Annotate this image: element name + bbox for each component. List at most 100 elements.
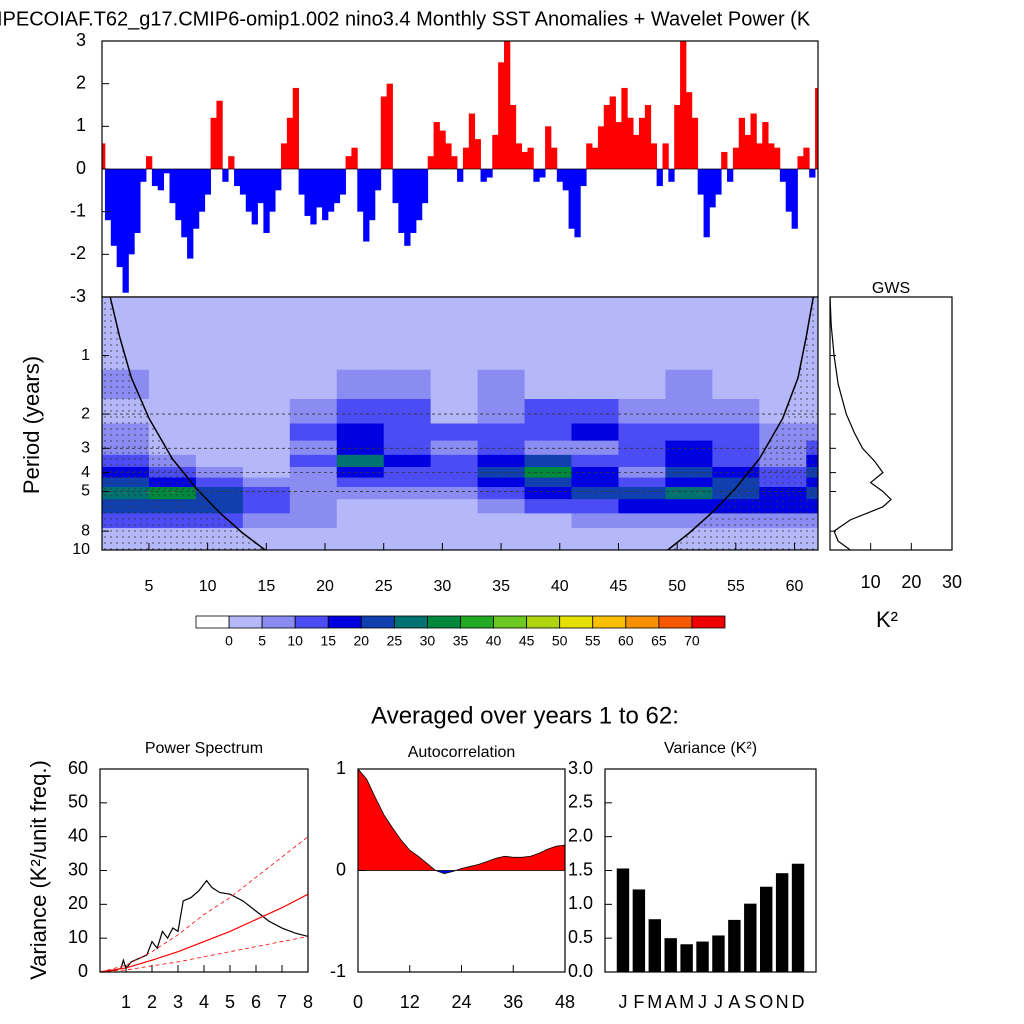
power-cell <box>195 369 244 400</box>
anomaly-bar <box>644 105 652 169</box>
power-cell <box>524 513 573 529</box>
power-cell <box>289 369 338 400</box>
anomaly-bar <box>415 169 423 221</box>
anomaly-bar <box>674 105 681 169</box>
anomaly-bar <box>251 169 258 225</box>
power-cell <box>524 297 573 342</box>
power-cell <box>524 369 573 400</box>
anomaly-bar <box>239 169 247 195</box>
power-cell <box>524 477 573 488</box>
anomaly-bar <box>304 169 311 216</box>
power-cell <box>383 454 432 468</box>
anomaly-bars <box>102 41 818 293</box>
power-cell <box>618 340 667 371</box>
spectrum-line <box>99 893 309 973</box>
power-cell <box>383 528 432 550</box>
x-tick-label: 40 <box>551 578 569 595</box>
colorbar-label: 0 <box>225 633 233 649</box>
power-cell <box>571 399 620 425</box>
power-cell <box>712 454 760 468</box>
power-cell <box>430 399 479 425</box>
anomaly-bar <box>504 41 511 169</box>
y-tick-label: -3 <box>70 286 86 306</box>
variance-bar <box>696 941 709 972</box>
power-cell <box>289 477 338 488</box>
anomaly-bar <box>110 169 118 246</box>
x-tick-label: 36 <box>503 992 523 1012</box>
anomaly-bar <box>556 169 564 182</box>
variance-bar <box>791 863 805 972</box>
power-cell <box>383 340 432 371</box>
anomaly-bar <box>773 147 781 169</box>
power-cell <box>618 477 667 488</box>
anomaly-bar <box>545 126 552 169</box>
gws-line <box>830 297 892 550</box>
x-tick-label: S <box>744 992 756 1012</box>
cone-of-influence <box>667 297 815 550</box>
anomaly-bar <box>468 113 476 169</box>
power-cell <box>618 423 667 442</box>
significance-stipple <box>102 297 266 550</box>
power-cell <box>665 423 713 442</box>
anomaly-bar <box>539 169 546 178</box>
power-cell <box>618 499 667 514</box>
averaged-heading: Averaged over years 1 to 62: <box>371 702 679 729</box>
power-cell <box>336 487 385 500</box>
power-cell <box>712 423 760 442</box>
power-cell <box>712 297 760 342</box>
anomaly-bar <box>627 117 634 169</box>
anomaly-bar <box>451 156 458 169</box>
significance-stipple <box>667 297 818 550</box>
x-tick-label: 55 <box>727 578 745 595</box>
anomaly-bar <box>151 169 159 187</box>
anomaly-bar <box>515 143 523 169</box>
power-cell <box>571 297 620 342</box>
power-cell <box>712 477 760 488</box>
anomaly-bar <box>656 169 663 187</box>
colorbar-box <box>559 615 594 629</box>
anomaly-bar <box>439 130 446 169</box>
power-cell <box>242 454 291 468</box>
power-cell <box>524 528 573 550</box>
variance-bar <box>680 944 693 972</box>
anomaly-bar <box>768 143 775 169</box>
power-cell <box>665 477 713 488</box>
anomaly-bar <box>685 92 693 169</box>
anomaly-bar <box>169 169 176 204</box>
power-cell <box>571 499 620 514</box>
anomaly-bar <box>639 117 646 169</box>
power-cell <box>665 399 713 425</box>
y-tick-label: 8 <box>81 522 90 539</box>
gws-frame <box>829 296 953 551</box>
power-cell <box>477 487 526 500</box>
power-cell <box>524 454 573 468</box>
power-cell <box>195 399 244 425</box>
colorbar-label: 55 <box>585 633 601 649</box>
anomaly-bar <box>809 169 816 178</box>
colorbar-box <box>195 615 230 629</box>
anomaly-bar <box>709 169 716 208</box>
anomaly-bar <box>146 156 153 169</box>
y-tick-label: 0.5 <box>568 927 593 947</box>
anomaly-bar <box>521 151 528 169</box>
anomaly-bar <box>680 41 687 169</box>
power-cell <box>571 454 620 468</box>
colorbar-label: 35 <box>453 633 469 649</box>
x-tick-label: 30 <box>433 578 451 595</box>
y-tick-label: 2.5 <box>568 792 593 812</box>
power-cell <box>195 466 244 479</box>
power-cell <box>383 423 432 442</box>
variance-bar <box>744 903 757 972</box>
x-tick-label: 2 <box>147 992 157 1012</box>
colorbar-box <box>691 615 726 629</box>
colorbar-label: 45 <box>519 633 535 649</box>
anomaly-bar <box>216 100 223 169</box>
power-cell <box>430 513 479 529</box>
colorbar-label: 15 <box>320 633 336 649</box>
x-tick-label: 24 <box>451 992 471 1012</box>
anomaly-bar <box>333 169 341 204</box>
x-tick-label: J <box>698 992 707 1012</box>
anomaly-bar <box>756 143 763 169</box>
colorbar-box <box>592 615 627 629</box>
power-cell <box>618 369 667 400</box>
